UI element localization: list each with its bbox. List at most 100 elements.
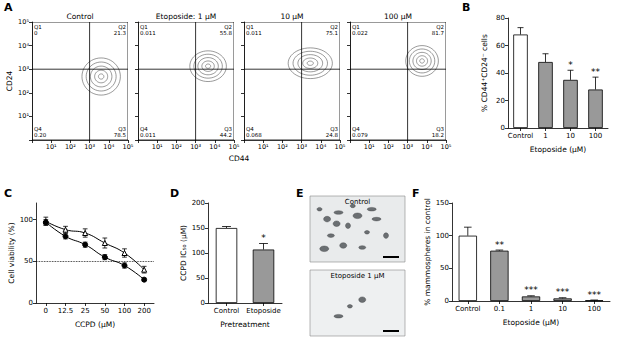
svg-text:200: 200 (192, 199, 205, 207)
svg-text:20: 20 (496, 97, 505, 105)
svg-text:*: * (568, 60, 573, 70)
svg-text:Control: Control (508, 132, 533, 140)
svg-text:10⁴: 10⁴ (421, 143, 432, 151)
svg-text:78.5: 78.5 (114, 132, 127, 138)
svg-text:100 μM: 100 μM (384, 12, 412, 21)
svg-text:*: * (261, 233, 266, 243)
svg-text:Control: Control (345, 198, 370, 206)
svg-text:10²: 10² (171, 143, 182, 151)
svg-text:10³: 10³ (190, 143, 201, 151)
svg-text:Etoposide: Etoposide (246, 307, 281, 315)
svg-text:10¹: 10¹ (258, 143, 269, 151)
svg-text:100: 100 (192, 249, 205, 257)
svg-text:Control: Control (455, 305, 480, 313)
svg-text:10⁵: 10⁵ (123, 143, 134, 151)
svg-text:D: D (170, 187, 179, 200)
svg-text:10⁴: 10⁴ (315, 143, 326, 151)
svg-text:Etoposide: 1 μM: Etoposide: 1 μM (156, 12, 216, 21)
svg-text:10³: 10³ (402, 143, 413, 151)
svg-text:10⁴: 10⁴ (18, 42, 29, 50)
svg-text:10¹: 10¹ (18, 112, 29, 120)
svg-text:0.068: 0.068 (246, 132, 262, 138)
svg-text:60: 60 (496, 42, 505, 50)
svg-text:CD44: CD44 (229, 154, 250, 163)
svg-text:10²: 10² (383, 143, 394, 151)
svg-text:10¹: 10¹ (364, 143, 375, 151)
svg-text:0.011: 0.011 (246, 30, 262, 36)
svg-text:0: 0 (34, 30, 38, 36)
svg-text:100: 100 (588, 305, 601, 313)
svg-text:F: F (412, 187, 420, 200)
svg-text:50: 50 (196, 274, 205, 282)
svg-text:10³: 10³ (18, 65, 29, 73)
svg-text:Control: Control (214, 307, 239, 315)
svg-text:10⁴: 10⁴ (209, 143, 220, 151)
svg-text:Control: Control (66, 12, 93, 21)
svg-text:55.8: 55.8 (220, 30, 233, 36)
svg-text:50: 50 (440, 264, 449, 272)
svg-text:10¹: 10¹ (152, 143, 163, 151)
svg-text:B: B (462, 1, 470, 14)
svg-text:50: 50 (100, 307, 109, 315)
svg-text:10 μM: 10 μM (280, 12, 303, 21)
svg-text:44.2: 44.2 (220, 132, 232, 138)
svg-text:10⁴: 10⁴ (103, 143, 114, 151)
svg-text:CCPD IC₅₀ (μM): CCPD IC₅₀ (μM) (179, 225, 188, 281)
svg-text:% mammospheres in control: % mammospheres in control (423, 198, 432, 306)
svg-text:10¹: 10¹ (46, 143, 57, 151)
svg-text:80: 80 (496, 14, 505, 22)
svg-text:10⁵: 10⁵ (229, 143, 240, 151)
svg-text:10²: 10² (277, 143, 288, 151)
svg-text:150: 150 (436, 199, 449, 207)
svg-text:0.011: 0.011 (140, 132, 156, 138)
svg-text:***: *** (587, 290, 601, 300)
svg-text:50: 50 (24, 257, 33, 265)
svg-text:0.079: 0.079 (352, 132, 368, 138)
svg-text:100: 100 (589, 132, 602, 140)
svg-text:25: 25 (81, 307, 90, 315)
svg-text:**: ** (495, 240, 505, 250)
svg-text:81.7: 81.7 (432, 30, 445, 36)
svg-text:0.20: 0.20 (34, 132, 47, 138)
svg-text:**: ** (591, 67, 601, 77)
svg-text:0: 0 (29, 299, 33, 307)
svg-text:18.2: 18.2 (432, 132, 444, 138)
svg-text:C: C (4, 187, 12, 200)
svg-text:CD24: CD24 (5, 70, 14, 91)
svg-text:1: 1 (529, 305, 533, 313)
svg-text:10³: 10³ (296, 143, 307, 151)
svg-text:0: 0 (445, 297, 449, 305)
svg-text:75.1: 75.1 (326, 30, 338, 36)
svg-text:10: 10 (566, 132, 575, 140)
svg-text:A: A (4, 1, 13, 14)
svg-text:% CD44⁺CD24⁻ cells: % CD44⁺CD24⁻ cells (480, 34, 489, 112)
svg-text:10²: 10² (65, 143, 76, 151)
svg-text:12.5: 12.5 (58, 307, 74, 315)
svg-text:10⁵: 10⁵ (335, 143, 346, 151)
svg-text:200: 200 (137, 307, 150, 315)
svg-text:0: 0 (44, 307, 48, 315)
svg-text:10⁵: 10⁵ (18, 18, 29, 26)
svg-text:100: 100 (20, 216, 33, 224)
svg-text:24.8: 24.8 (326, 132, 339, 138)
svg-text:E: E (296, 187, 304, 200)
svg-text:Etoposide (μM): Etoposide (μM) (503, 318, 560, 327)
svg-text:1: 1 (543, 132, 547, 140)
svg-text:Etoposide 1 μM: Etoposide 1 μM (331, 272, 385, 280)
svg-text:10³: 10³ (84, 143, 95, 151)
svg-text:Etoposide (μM): Etoposide (μM) (530, 145, 587, 154)
svg-text:0.022: 0.022 (352, 30, 368, 36)
svg-text:150: 150 (192, 224, 205, 232)
svg-text:0.011: 0.011 (140, 30, 156, 36)
svg-text:10²: 10² (18, 89, 29, 97)
svg-text:0: 0 (201, 299, 205, 307)
svg-text:***: *** (556, 287, 570, 297)
svg-text:0.1: 0.1 (494, 305, 505, 313)
svg-text:40: 40 (496, 69, 505, 77)
svg-text:100: 100 (118, 307, 131, 315)
svg-text:10⁵: 10⁵ (441, 143, 452, 151)
svg-text:***: *** (524, 285, 538, 295)
svg-text:Pretreatment: Pretreatment (220, 320, 270, 329)
svg-text:100: 100 (436, 232, 449, 240)
svg-text:10: 10 (558, 305, 567, 313)
